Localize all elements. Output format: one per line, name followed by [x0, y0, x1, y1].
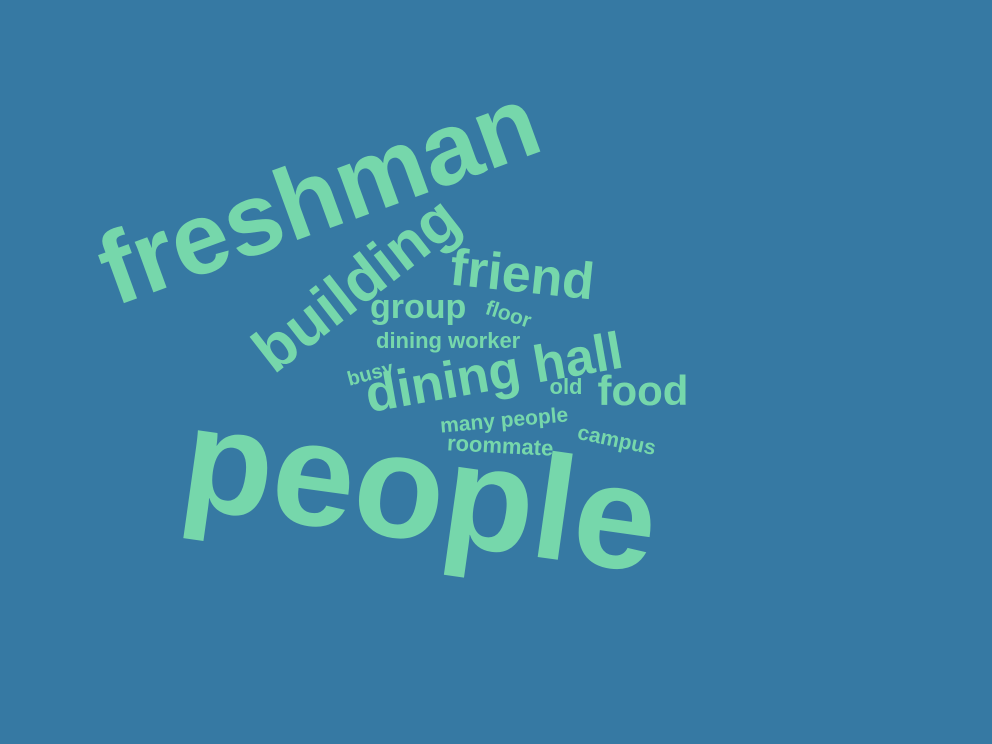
word-dining-worker: dining worker [376, 328, 521, 353]
word-roommate: roommate [446, 430, 554, 461]
word-group: group [370, 288, 467, 326]
word-old: old [549, 374, 583, 399]
word-friend: friend [447, 238, 598, 312]
word-food: food [597, 367, 689, 414]
